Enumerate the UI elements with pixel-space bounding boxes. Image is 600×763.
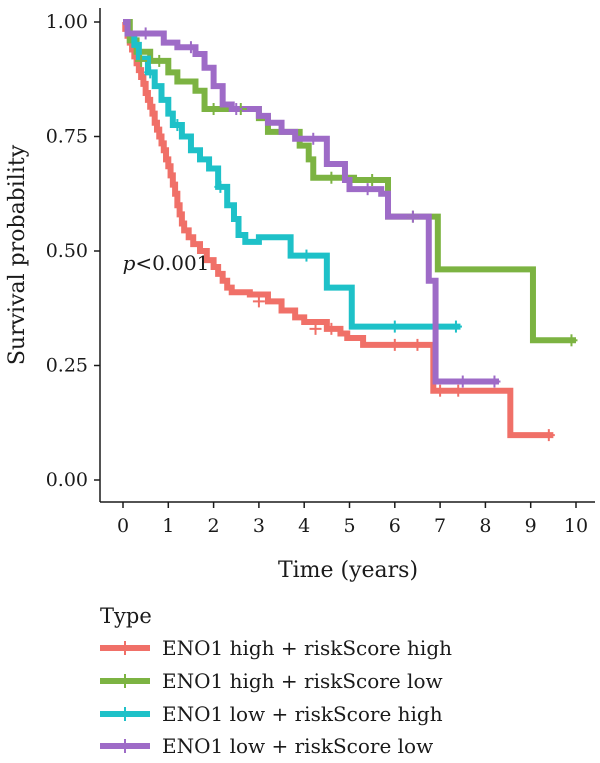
censor-mark <box>488 375 501 388</box>
p-value-text: <0.001 <box>135 251 209 275</box>
p-value-prefix: p <box>123 251 136 275</box>
censor-mark <box>434 384 447 397</box>
censor-mark <box>411 338 424 351</box>
x-axis-title: Time (years) <box>278 558 418 583</box>
y-tick-label: 1.00 <box>46 11 88 33</box>
censor-mark <box>325 171 338 184</box>
censor-mark <box>207 103 220 116</box>
censor-mark <box>307 132 320 145</box>
x-tick-label: 9 <box>525 515 537 537</box>
legend-label: ENO1 low + riskScore low <box>162 734 433 758</box>
series-layer <box>122 19 576 439</box>
x-tick-label: 3 <box>253 515 265 537</box>
x-tick-label: 7 <box>434 515 446 537</box>
legend-item: ENO1 low + riskScore low <box>100 734 433 758</box>
censor-mark <box>449 320 462 333</box>
censor-mark <box>171 119 184 132</box>
censor-mark <box>153 54 166 67</box>
x-ticks: 0 1 2 3 4 5 6 7 8 9 10 <box>117 502 588 537</box>
censor-mark <box>565 334 578 347</box>
y-tick-label: 0.25 <box>46 355 88 377</box>
x-tick-label: 2 <box>208 515 220 537</box>
censor-mark <box>230 103 243 116</box>
x-tick-label: 8 <box>479 515 491 537</box>
p-value-annotation: p<0.001 <box>123 251 210 275</box>
censor-mark <box>309 322 322 335</box>
legend-items: ENO1 high + riskScore high ENO1 high + ri… <box>100 636 452 758</box>
y-ticks: 0.00 0.25 0.50 0.75 1.00 <box>46 11 100 491</box>
y-tick-label: 0.75 <box>46 126 88 148</box>
censor-mark <box>214 180 227 193</box>
censor-mark <box>325 322 338 335</box>
x-tick-label: 4 <box>298 515 310 537</box>
legend-label: ENO1 high + riskScore high <box>162 636 452 660</box>
censor-mark <box>144 66 157 79</box>
legend-label: ENO1 high + riskScore low <box>162 669 443 693</box>
legend-item: ENO1 high + riskScore high <box>100 636 452 660</box>
y-axis-title: Survival probability <box>5 144 30 365</box>
x-tick-label: 6 <box>389 515 401 537</box>
legend-label: ENO1 low + riskScore high <box>162 702 443 726</box>
legend-item: ENO1 high + riskScore low <box>100 669 443 693</box>
legend-title: Type <box>100 604 152 628</box>
x-tick-label: 0 <box>117 515 129 537</box>
axes <box>99 8 595 503</box>
censor-mark <box>361 183 374 196</box>
series-line <box>122 19 554 439</box>
x-tick-label: 5 <box>343 515 355 537</box>
censor-mark <box>135 54 148 67</box>
censor-mark <box>388 338 401 351</box>
censor-layer <box>135 27 578 442</box>
censor-mark <box>139 27 152 40</box>
censor-mark <box>456 375 469 388</box>
censor-mark <box>300 249 313 262</box>
censor-mark <box>184 41 197 54</box>
legend-item: ENO1 low + riskScore high <box>100 702 443 726</box>
x-tick-label: 1 <box>162 515 174 537</box>
y-tick-label: 0.00 <box>46 469 88 491</box>
series-line <box>123 19 461 330</box>
censor-mark <box>366 174 379 187</box>
censor-mark <box>252 295 265 308</box>
y-tick-label: 0.50 <box>46 240 88 262</box>
series-line <box>123 19 499 385</box>
x-tick-label: 10 <box>564 515 588 537</box>
censor-mark <box>452 384 465 397</box>
censor-mark <box>406 210 419 223</box>
censor-mark <box>388 320 401 333</box>
censor-mark <box>542 429 555 442</box>
